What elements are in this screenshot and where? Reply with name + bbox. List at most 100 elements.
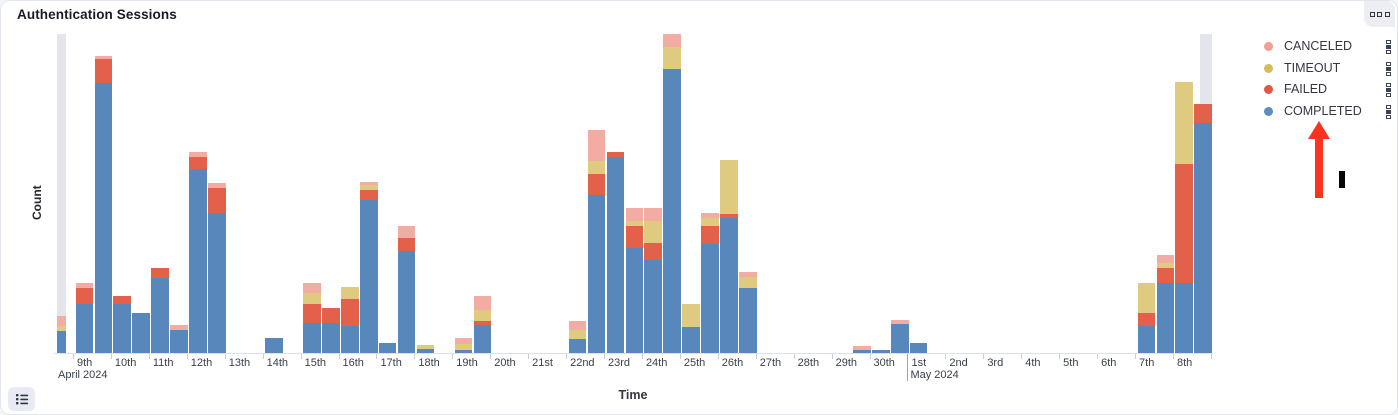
bar-segment-completed[interactable] — [739, 288, 757, 353]
bar-segment-completed[interactable] — [1137, 326, 1156, 353]
bar-segment-completed[interactable] — [75, 304, 93, 353]
legend-item-label[interactable]: COMPLETED — [1284, 104, 1362, 119]
bar-segment-canceled[interactable] — [94, 56, 112, 59]
bar-segment-completed[interactable] — [378, 343, 397, 353]
bar-segment-completed[interactable] — [853, 350, 871, 353]
bar-segment-timeout[interactable] — [360, 185, 378, 190]
bar-segment-completed[interactable] — [872, 350, 890, 353]
bar-segment-completed[interactable] — [891, 324, 909, 353]
bar-segment-completed[interactable] — [416, 349, 435, 353]
bar-segment-completed[interactable] — [644, 260, 662, 353]
bar-segment-completed[interactable] — [322, 323, 340, 353]
bar-segment-timeout[interactable] — [568, 330, 587, 339]
bar-segment-timeout[interactable] — [454, 344, 473, 350]
bar-segment-failed[interactable] — [1137, 313, 1156, 326]
panel-options-button[interactable] — [1364, 1, 1395, 27]
bar-segment-timeout[interactable] — [341, 287, 359, 299]
bar-segment-timeout[interactable] — [625, 221, 644, 226]
bar-segment-failed[interactable] — [701, 226, 719, 244]
bar-segment-failed[interactable] — [1194, 104, 1212, 123]
bar-segment-timeout[interactable] — [303, 293, 321, 304]
bar-segment-failed[interactable] — [341, 299, 359, 326]
bar-segment-timeout[interactable] — [1156, 263, 1175, 268]
bar-segment-completed[interactable] — [170, 330, 188, 353]
bar-segment-canceled[interactable] — [189, 152, 207, 157]
bar-segment-canceled[interactable] — [75, 283, 93, 288]
legend-item[interactable]: FAILED — [1257, 80, 1397, 100]
bar-segment-failed[interactable] — [113, 296, 131, 304]
bar-segment-failed[interactable] — [397, 238, 416, 251]
bar-segment-canceled[interactable] — [1156, 255, 1175, 263]
bar-segment-failed[interactable] — [208, 188, 226, 213]
legend-item-label[interactable]: TIMEOUT — [1284, 60, 1341, 75]
bar-segment-completed[interactable] — [208, 213, 226, 353]
bar-segment-canceled[interactable] — [701, 213, 719, 218]
bar-segment-failed[interactable] — [625, 226, 644, 248]
legend-actions-icon[interactable] — [1386, 83, 1393, 98]
legend-item[interactable]: TIMEOUT — [1257, 59, 1397, 79]
bar-segment-completed[interactable] — [587, 195, 606, 353]
legend-item[interactable]: CANCELED — [1257, 37, 1397, 57]
bar-segment-completed[interactable] — [909, 343, 928, 353]
bar-segment-timeout[interactable] — [739, 277, 757, 288]
bar-segment-completed[interactable] — [454, 350, 473, 353]
bar-segment-completed[interactable] — [1175, 283, 1193, 353]
bar-segment-failed[interactable] — [587, 174, 606, 195]
bar-segment-timeout[interactable] — [701, 218, 719, 226]
bar-segment-timeout[interactable] — [644, 221, 662, 243]
bar-segment-canceled[interactable] — [568, 321, 587, 330]
bar-segment-failed[interactable] — [189, 157, 207, 169]
bar-segment-canceled[interactable] — [625, 208, 644, 221]
bar-segment-completed[interactable] — [682, 327, 700, 353]
bar-segment-canceled[interactable] — [208, 183, 226, 188]
bar-segment-timeout[interactable] — [720, 160, 738, 214]
bar-segment-canceled[interactable] — [303, 283, 321, 293]
bar-segment-completed[interactable] — [606, 157, 625, 353]
bar-segment-canceled[interactable] — [360, 182, 378, 185]
bar-segment-completed[interactable] — [360, 200, 378, 353]
bar-segment-failed[interactable] — [473, 321, 492, 325]
legend-actions-icon[interactable] — [1386, 40, 1393, 55]
legend-item[interactable]: COMPLETED — [1257, 102, 1397, 122]
bar-segment-completed[interactable] — [568, 339, 587, 353]
bar-segment-canceled[interactable] — [587, 130, 606, 161]
bar-segment-completed[interactable] — [663, 69, 681, 353]
bar-segment-timeout[interactable] — [682, 304, 700, 327]
bar-segment-failed[interactable] — [606, 152, 625, 157]
bar-segment-canceled[interactable] — [739, 272, 757, 277]
bar-segment-timeout[interactable] — [1137, 283, 1156, 313]
bar-segment-completed[interactable] — [57, 331, 66, 353]
bar-segment-completed[interactable] — [720, 218, 738, 353]
bar-segment-timeout[interactable] — [473, 310, 492, 321]
bar-segment-canceled[interactable] — [57, 316, 66, 326]
bar-segment-completed[interactable] — [625, 248, 644, 353]
bar-segment-completed[interactable] — [397, 251, 416, 353]
legend-item-label[interactable]: FAILED — [1284, 82, 1328, 97]
bar-segment-completed[interactable] — [265, 338, 283, 353]
bar-segment-completed[interactable] — [94, 83, 112, 353]
bar-segment-canceled[interactable] — [853, 346, 871, 350]
bar-segment-completed[interactable] — [473, 325, 492, 353]
bar-segment-failed[interactable] — [360, 190, 378, 200]
bar-segment-completed[interactable] — [1156, 283, 1175, 353]
bar-segment-canceled[interactable] — [397, 226, 416, 238]
bar-segment-completed[interactable] — [701, 244, 719, 353]
bar-segment-completed[interactable] — [303, 323, 321, 353]
bar-segment-completed[interactable] — [113, 304, 131, 353]
bar-segment-failed[interactable] — [151, 268, 169, 278]
bar-segment-completed[interactable] — [189, 169, 207, 353]
bar-segment-canceled[interactable] — [891, 320, 909, 324]
bar-segment-timeout[interactable] — [57, 326, 66, 331]
legend-item-label[interactable]: CANCELED — [1284, 39, 1353, 53]
bar-segment-failed[interactable] — [75, 288, 93, 304]
bar-segment-failed[interactable] — [1175, 164, 1193, 283]
bar-segment-completed[interactable] — [341, 326, 359, 353]
bar-segment-completed[interactable] — [1194, 123, 1212, 353]
bar-segment-timeout[interactable] — [416, 345, 435, 349]
bar-segment-canceled[interactable] — [454, 338, 473, 344]
bar-segment-failed[interactable] — [1156, 268, 1175, 283]
bar-segment-failed[interactable] — [720, 214, 738, 218]
bar-segment-failed[interactable] — [94, 59, 112, 83]
legend-actions-icon[interactable] — [1386, 105, 1393, 120]
bar-segment-timeout[interactable] — [663, 47, 681, 69]
